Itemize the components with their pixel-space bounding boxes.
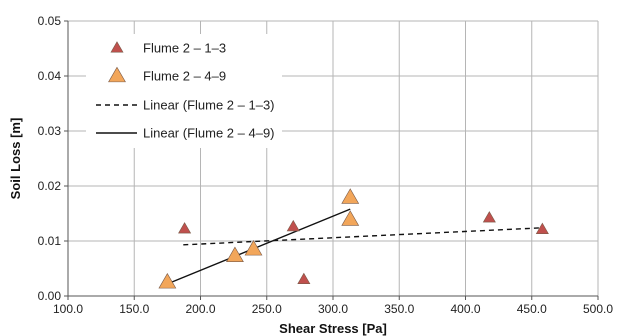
data-series <box>158 188 549 289</box>
x-tick-label: 250.0 <box>252 302 282 316</box>
data-point-flume-1-3 <box>297 272 311 285</box>
x-tick-label: 150.0 <box>119 302 149 316</box>
y-tick-label: 0.01 <box>38 234 62 248</box>
y-tick-label: 0.03 <box>38 124 62 138</box>
legend-marker-flume-4-9 <box>108 66 126 83</box>
y-tick-label: 0.00 <box>38 289 62 303</box>
data-point-flume-1-3 <box>286 219 300 232</box>
legend: Flume 2 – 1–3 Flume 2 – 4–9 Linear (Flume … <box>86 34 282 148</box>
y-tick-label: 0.04 <box>38 69 62 83</box>
legend-label: Linear (Flume 2 – 4–9) <box>143 126 275 141</box>
x-tick-label: 200.0 <box>185 302 215 316</box>
legend-background <box>86 34 282 148</box>
x-tick-label: 400.0 <box>450 302 480 316</box>
data-point-flume-1-3 <box>535 222 549 234</box>
data-point-flume-4-9 <box>341 188 360 204</box>
data-point-flume-4-9 <box>158 272 177 289</box>
axes: 100.0 150.0 200.0 250.0 300.0 350.0 400.0 450.0… <box>38 14 614 316</box>
trendline-flume-4-9 <box>167 208 351 285</box>
x-tick-label: 500.0 <box>583 302 613 316</box>
x-tick-label: 450.0 <box>517 302 547 316</box>
y-tick-label: 0.05 <box>38 14 62 28</box>
trendline-flume-1-3 <box>183 227 543 246</box>
data-point-flume-1-3 <box>482 211 496 223</box>
data-point-flume-1-3 <box>178 222 192 234</box>
data-point-flume-4-9 <box>244 239 263 256</box>
x-tick-label: 100.0 <box>53 302 83 316</box>
legend-label: Flume 2 – 1–3 <box>143 41 226 56</box>
y-tick-label: 0.02 <box>38 179 62 193</box>
y-axis-title: Soil Loss [m] <box>8 118 23 200</box>
legend-label: Linear (Flume 2 – 1–3) <box>143 98 275 113</box>
x-tick-label: 350.0 <box>384 302 414 316</box>
x-tick-label: 300.0 <box>318 302 348 316</box>
legend-marker-flume-1-3 <box>110 41 124 53</box>
data-point-flume-4-9 <box>226 246 244 263</box>
x-axis-title: Shear Stress [Pa] <box>279 321 387 336</box>
data-point-flume-4-9 <box>341 210 360 226</box>
legend-label: Flume 2 – 4–9 <box>143 69 226 84</box>
